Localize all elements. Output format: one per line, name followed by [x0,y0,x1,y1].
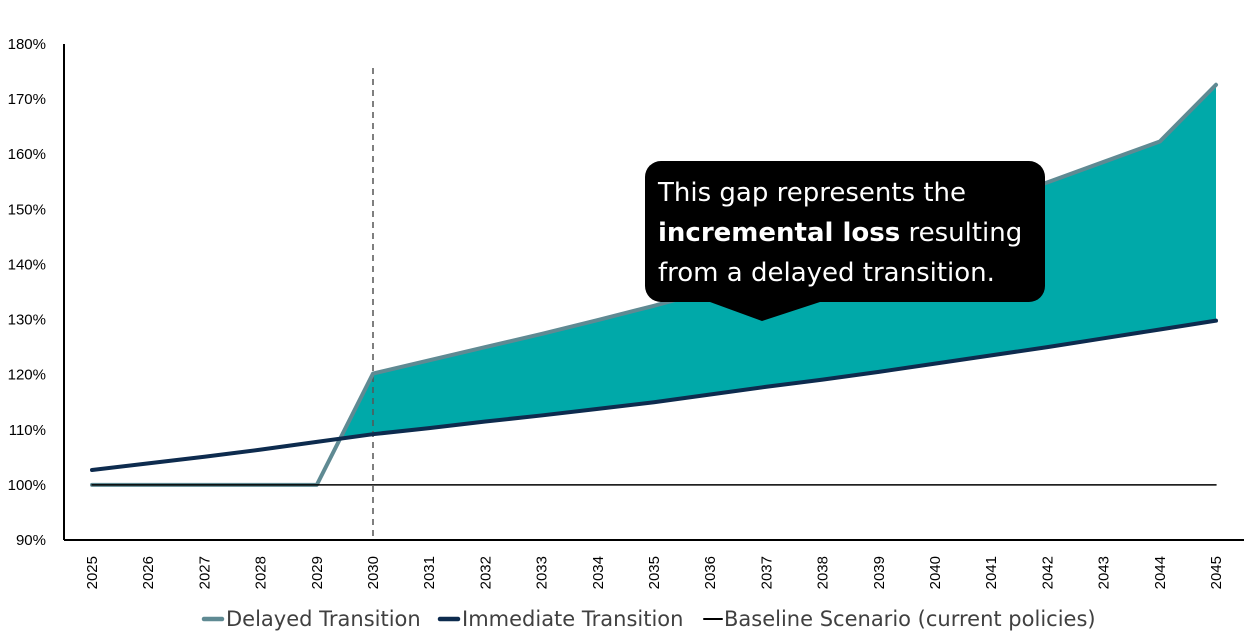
x-tick-label: 2045 [1208,556,1225,589]
callout-bold-text: incremental loss [658,218,900,248]
callout-box [645,161,1045,302]
x-tick-label: 2041 [983,556,1000,589]
callout-line-1: This gap represents the [657,178,966,208]
x-tick-label: 2044 [1152,556,1169,589]
y-tick-label: 160% [8,146,46,163]
gap-area [340,84,1216,439]
x-tick-label: 2039 [871,556,888,589]
y-tick-label: 100% [8,477,46,494]
y-tick-label: 110% [9,422,46,439]
callout-pointer [710,302,820,321]
legend: Delayed Transition Immediate Transition Ba… [201,607,1096,631]
x-tick-label: 2034 [590,556,607,589]
y-tick-label: 150% [8,201,46,218]
y-tick-label: 170% [8,91,46,108]
x-tick-label: 2035 [646,556,663,589]
x-tick-label: 2026 [140,556,157,589]
callout-rest-text: resulting [900,218,1022,248]
legend-label: Immediate Transition [462,607,683,631]
x-tick-label: 2025 [84,556,101,589]
legend-label: Baseline Scenario (current policies) [724,607,1096,631]
y-tick-label: 120% [8,367,46,384]
callout-line-2: incremental loss resulting [658,218,1022,248]
x-tick-label: 2043 [1096,556,1113,589]
y-tick-label: 180% [8,36,46,53]
callout-annotation: This gap represents the incremental loss … [645,161,1045,321]
x-tick-label: 2030 [365,556,382,589]
x-tick-label: 2040 [927,556,944,589]
axes-group: 90% 100% 110% 120% 130% 140% 150% 160% 170% 180% 2… [8,36,1244,589]
x-tick-label: 2036 [702,556,719,589]
x-tick-label: 2027 [196,556,213,589]
x-tick-label: 2042 [1039,556,1056,589]
x-tick-label: 2029 [309,556,326,589]
x-tick-label: 2037 [758,556,775,589]
x-tick-label: 2032 [477,556,494,589]
y-tick-label: 140% [8,256,46,273]
x-tick-label: 2038 [815,556,832,589]
x-tick-label: 2031 [421,556,438,589]
y-tick-label: 90% [16,532,46,549]
gap-area-group [340,84,1216,439]
x-tick-label: 2028 [253,556,270,589]
callout-line-3: from a delayed transition. [658,258,995,288]
x-tick-label: 2033 [534,556,551,589]
legend-label: Delayed Transition [226,607,421,631]
y-tick-label: 130% [8,312,46,329]
